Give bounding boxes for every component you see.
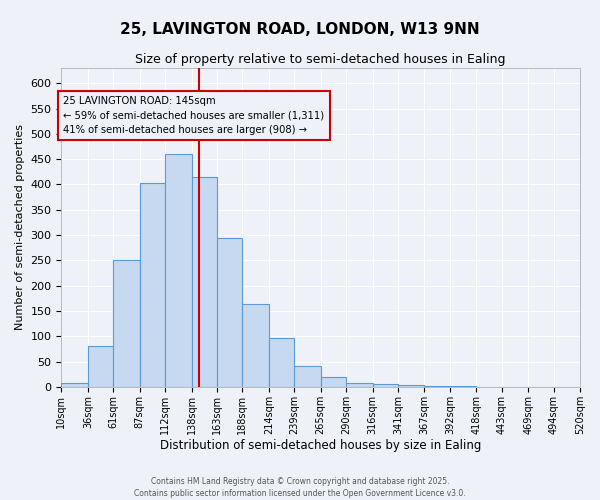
- Text: Contains HM Land Registry data © Crown copyright and database right 2025.
Contai: Contains HM Land Registry data © Crown c…: [134, 476, 466, 498]
- Bar: [140, 184, 165, 387]
- Bar: [165, 154, 191, 387]
- Y-axis label: Number of semi-detached properties: Number of semi-detached properties: [15, 124, 25, 330]
- Bar: [88, 346, 113, 387]
- Bar: [398, 386, 424, 387]
- Bar: [269, 338, 294, 387]
- Bar: [191, 177, 217, 387]
- Bar: [113, 260, 140, 387]
- Bar: [217, 238, 242, 387]
- Text: 25, LAVINGTON ROAD, LONDON, W13 9NN: 25, LAVINGTON ROAD, LONDON, W13 9NN: [120, 22, 480, 38]
- Bar: [450, 386, 476, 387]
- X-axis label: Distribution of semi-detached houses by size in Ealing: Distribution of semi-detached houses by …: [160, 440, 481, 452]
- Bar: [373, 384, 398, 387]
- Bar: [242, 304, 269, 387]
- Text: 25 LAVINGTON ROAD: 145sqm
← 59% of semi-detached houses are smaller (1,311)
41% : 25 LAVINGTON ROAD: 145sqm ← 59% of semi-…: [64, 96, 325, 136]
- Bar: [321, 377, 346, 387]
- Bar: [61, 383, 88, 387]
- Title: Size of property relative to semi-detached houses in Ealing: Size of property relative to semi-detach…: [136, 52, 506, 66]
- Bar: [424, 386, 450, 387]
- Bar: [294, 366, 321, 387]
- Bar: [346, 384, 373, 387]
